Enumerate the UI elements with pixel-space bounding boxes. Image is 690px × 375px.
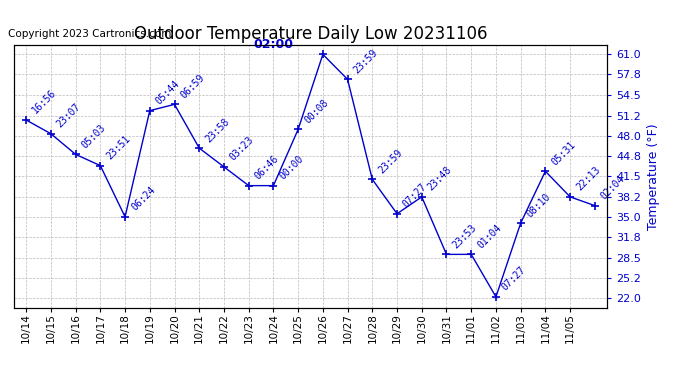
Text: 22:13: 22:13 <box>574 165 602 193</box>
Text: 16:56: 16:56 <box>30 88 58 116</box>
Text: 03:23: 03:23 <box>228 135 256 163</box>
Text: 07:27: 07:27 <box>401 182 429 210</box>
Title: Outdoor Temperature Daily Low 20231106: Outdoor Temperature Daily Low 20231106 <box>134 26 487 44</box>
Text: 07:27: 07:27 <box>500 265 528 293</box>
Text: 02:00: 02:00 <box>253 38 293 51</box>
Text: 08:10: 08:10 <box>525 191 553 219</box>
Text: 00:00: 00:00 <box>277 154 306 182</box>
Text: 01:04: 01:04 <box>475 222 503 250</box>
Text: 23:07: 23:07 <box>55 102 83 130</box>
Text: 05:03: 05:03 <box>80 122 108 150</box>
Text: 06:46: 06:46 <box>253 154 281 182</box>
Text: 23:51: 23:51 <box>104 134 132 162</box>
Text: 00:08: 00:08 <box>302 98 330 125</box>
Text: 23:48: 23:48 <box>426 165 454 193</box>
Text: 23:58: 23:58 <box>204 116 231 144</box>
Text: 02:04: 02:04 <box>599 174 627 201</box>
Text: 06:24: 06:24 <box>129 185 157 213</box>
Text: 23:59: 23:59 <box>377 147 404 175</box>
Text: 23:59: 23:59 <box>352 47 380 75</box>
Y-axis label: Temperature (°F): Temperature (°F) <box>647 123 660 230</box>
Text: 06:59: 06:59 <box>179 72 206 100</box>
Text: 23:53: 23:53 <box>451 222 478 250</box>
Text: Copyright 2023 Cartronics.com: Copyright 2023 Cartronics.com <box>8 29 171 39</box>
Text: 05:44: 05:44 <box>154 79 181 106</box>
Text: 05:31: 05:31 <box>549 139 578 167</box>
